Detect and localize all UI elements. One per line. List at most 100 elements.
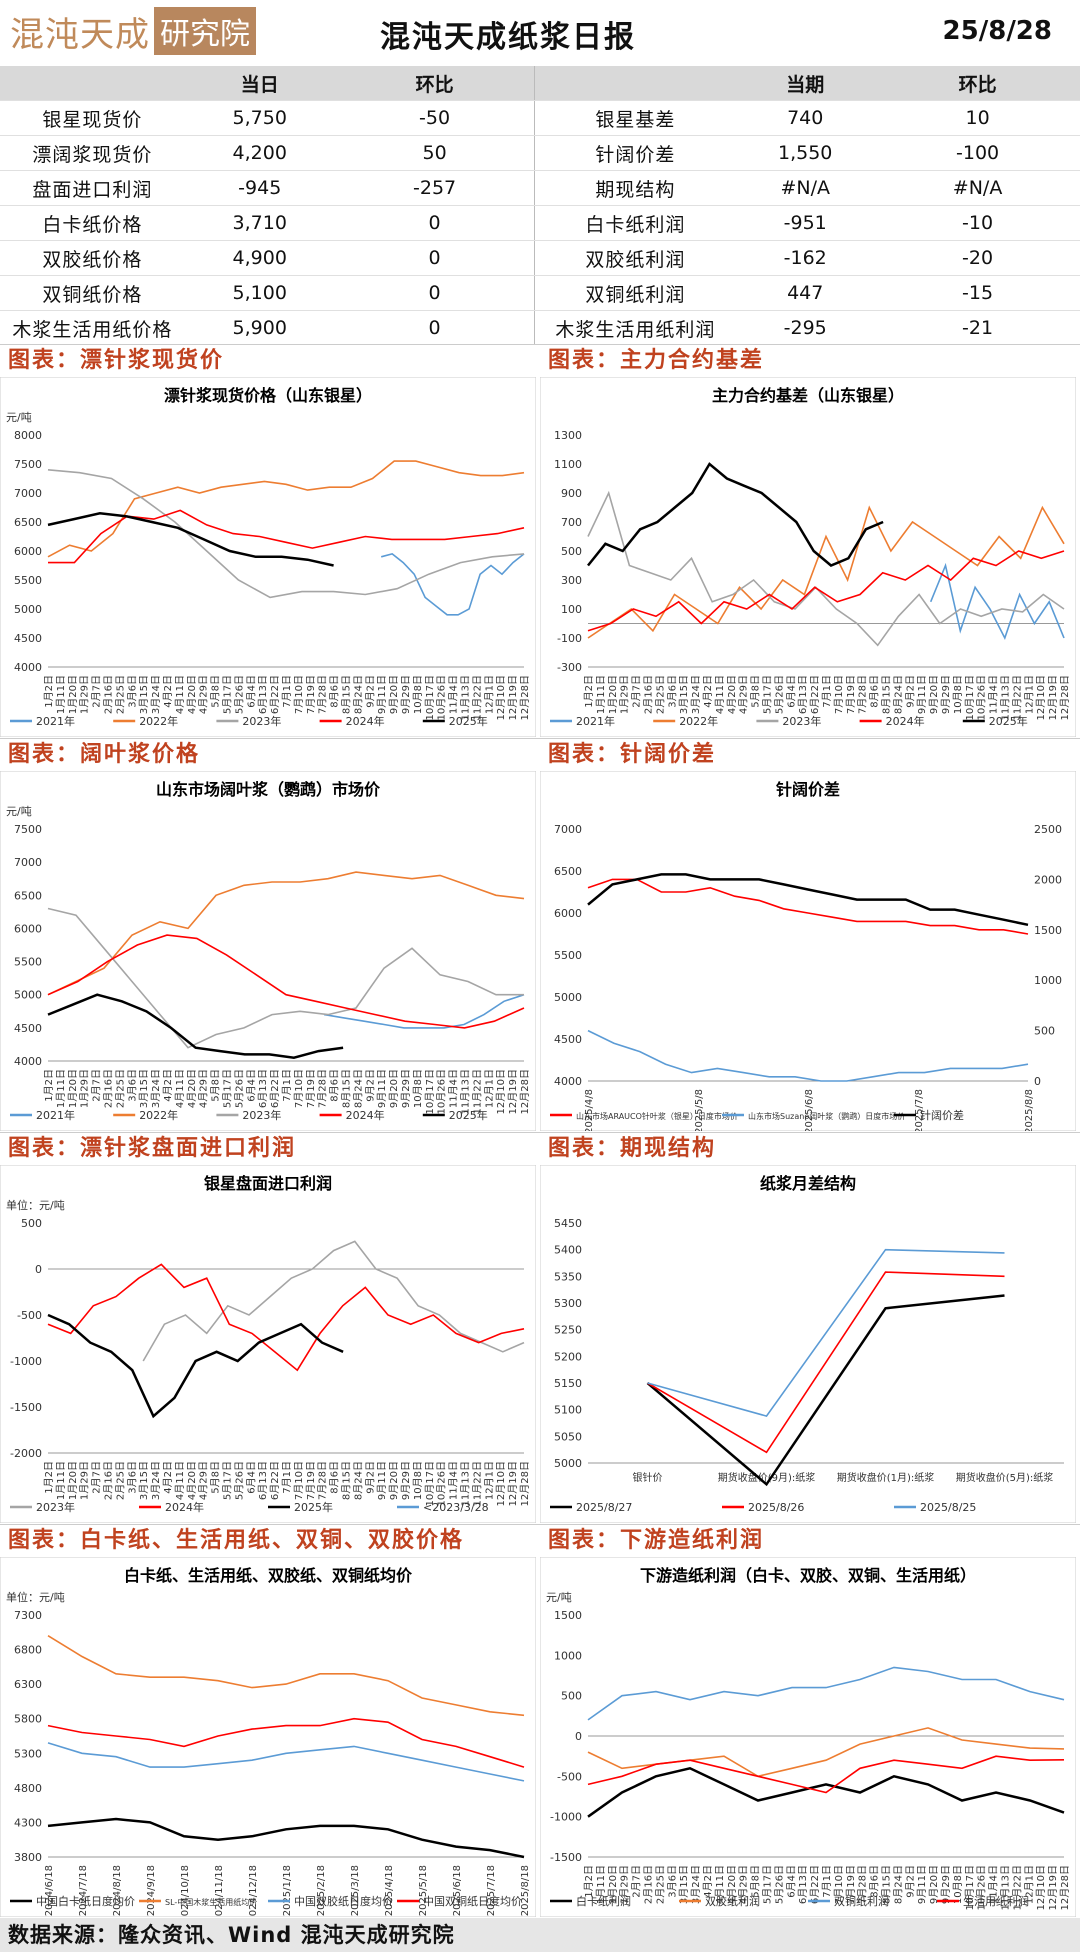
x-tick-label: 7月28日: [317, 1069, 329, 1108]
x-tick-label: 1月29日: [79, 1069, 91, 1108]
y-tick-label: 5500: [554, 949, 582, 962]
panel-paper-profit: 图表：下游造纸利润 下游造纸利润（白卡、双胶、双铜、生活用纸） 元/吨 -1500 -…: [540, 1524, 1080, 1917]
row-value: 5,100: [184, 275, 335, 311]
logo-text: 混沌天成: [10, 14, 150, 55]
x-tick-label: 7月28日: [857, 675, 869, 714]
x-tick-label: 9月2日: [904, 675, 916, 708]
panel-heading: 图表：白卡纸、生活用纸、双铜、双胶价格: [0, 1524, 540, 1557]
y2-tick-label: 500: [1034, 1025, 1055, 1038]
x-tick-label: 2月25日: [114, 675, 126, 714]
chart-frame: [540, 771, 1076, 1131]
y-tick-label: 4500: [554, 1033, 582, 1046]
x-tick-label: 4月2日: [162, 1069, 174, 1102]
y-tick-label: -1500: [10, 1401, 42, 1414]
legend-label: 2023年: [242, 714, 281, 728]
series-line: [47, 871, 525, 996]
x-tick-label: 4月29日: [198, 1461, 210, 1500]
x-tick-label: 3月15日: [138, 1461, 150, 1500]
x-tick-label: 3月15日: [678, 675, 690, 714]
x-tick-label: 5月8日: [750, 1865, 762, 1898]
x-tick-label: 9月2日: [364, 675, 376, 708]
y-tick-label: -500: [17, 1309, 42, 1322]
x-tick-label: 2月7日: [91, 675, 103, 708]
x-tick-label: 3月15日: [138, 675, 150, 714]
series-line: [646, 1294, 1005, 1487]
x-tick-label: 8月6日: [329, 1461, 341, 1494]
x-tick-label: 1月2日: [43, 675, 55, 708]
series-line: [47, 469, 525, 599]
y-tick-label: 6500: [14, 889, 42, 902]
x-tick-label: 11月4日: [448, 1069, 460, 1108]
x-tick-label: 12月1日: [1023, 1865, 1035, 1904]
y-tick-label: 0: [35, 1263, 42, 1276]
y-tick-label: 7500: [14, 823, 42, 836]
x-tick-label: 6月13日: [257, 1069, 269, 1108]
row-label: 双胶纸利润: [534, 240, 736, 276]
x-tick-label: 7月1日: [281, 675, 293, 708]
summary-row: 漂阔浆现货价 4,200 50 针阔价差 1,550 -100: [0, 135, 1080, 171]
row-label: 双铜纸利润: [534, 275, 736, 311]
series-line: [47, 512, 334, 567]
chart-basis: 主力合约基差（山东银星） -300 -100 100 300 500 700 900 1100 1…: [540, 377, 1076, 737]
y-tick-label: 4800: [14, 1782, 42, 1795]
row-label: 针阔价差: [534, 135, 736, 171]
series-line: [587, 1666, 1065, 1721]
x-tick-label: 8月15日: [341, 675, 353, 714]
x-tick-label: 5月17日: [222, 1069, 234, 1108]
x-tick-label: 9月20日: [388, 1461, 400, 1500]
x-tick-label: 5月8日: [210, 1461, 222, 1494]
series-line: [587, 505, 1065, 639]
chart-title: 白卡纸、生活用纸、双胶纸、双铜纸均价: [124, 1566, 413, 1585]
panel-basis: 图表：主力合约基差 主力合约基差（山东银星） -300 -100 100 300 500 7…: [540, 344, 1080, 737]
row-label: 木浆生活用纸利润: [534, 310, 736, 346]
legend-label: 中国双铜纸日度均价: [423, 1894, 522, 1908]
chart-frame: [0, 1165, 536, 1523]
chart-nbsk-spot: 漂针浆现货价格（山东银星） 元/吨 4000 4500 5000 5500 6000 6500…: [0, 377, 536, 737]
y2-tick-label: 2000: [1034, 873, 1062, 886]
legend-label: 2025年: [449, 714, 488, 728]
series-line: [587, 1766, 1065, 1818]
x-tick-label: 2月7日: [91, 1069, 103, 1102]
x-tick-label: 10月26日: [976, 675, 988, 720]
x-tick-label: 9月29日: [940, 675, 952, 714]
chart-title: 纸浆月差结构: [760, 1174, 856, 1193]
x-tick-label: 6月13日: [797, 675, 809, 714]
x-tick-label: 8月6日: [329, 675, 341, 708]
summary-row: 银星现货价 5,750 -50 银星基差 740 10: [0, 100, 1080, 136]
summary-row: 木浆生活用纸价格 5,900 0 木浆生活用纸利润 -295 -21: [0, 310, 1080, 346]
panel-paper-prices: 图表：白卡纸、生活用纸、双铜、双胶价格 白卡纸、生活用纸、双胶纸、双铜纸均价 单位…: [0, 1524, 540, 1917]
x-tick-label: 7月10日: [833, 675, 845, 714]
y-tick-label: 6000: [14, 922, 42, 935]
x-tick-label: 3月24日: [150, 675, 162, 714]
x-tick-label: 9月20日: [928, 1865, 940, 1904]
legend-label: 2022年: [139, 714, 178, 728]
x-tick-label: 11月4日: [448, 1461, 460, 1500]
chart-frame: [0, 1557, 536, 1917]
series-line: [47, 1742, 525, 1782]
legend-label: 2024年: [165, 1500, 204, 1514]
x-tick-label: 2025/4/8: [584, 1089, 595, 1131]
x-tick-label: 10月17日: [964, 675, 976, 720]
y-tick-label: 1500: [554, 1609, 582, 1622]
legend-label: 白卡纸利润: [576, 1894, 631, 1908]
series-line: [587, 462, 884, 567]
x-tick-label: 3月6日: [126, 1461, 138, 1494]
y-tick-label: 6500: [14, 516, 42, 529]
series-line: [47, 934, 525, 1029]
legend-label: 2023年: [36, 1500, 75, 1514]
x-tick-label: 11月13日: [460, 675, 472, 720]
x-tick-label: 期货收盘价(5月):纸浆: [956, 1471, 1054, 1484]
x-tick-label: 5月17日: [222, 1461, 234, 1500]
row-value: 10: [875, 100, 1080, 136]
y-tick-label: 7000: [14, 487, 42, 500]
y-tick-label: 6000: [14, 545, 42, 558]
x-tick-label: 5月17日: [762, 1865, 774, 1904]
x-tick-label: 2月7日: [91, 1461, 103, 1494]
x-tick-label: 7月1日: [281, 1461, 293, 1494]
legend-label: SL-中国木浆生活用纸均价: [165, 1897, 257, 1907]
x-tick-label: 11月22日: [1011, 675, 1023, 720]
row-label: 白卡纸价格: [0, 205, 185, 241]
row-value: 0: [334, 310, 536, 346]
x-tick-label: 11月13日: [1000, 675, 1012, 720]
y-tick-label: 6300: [14, 1678, 42, 1691]
